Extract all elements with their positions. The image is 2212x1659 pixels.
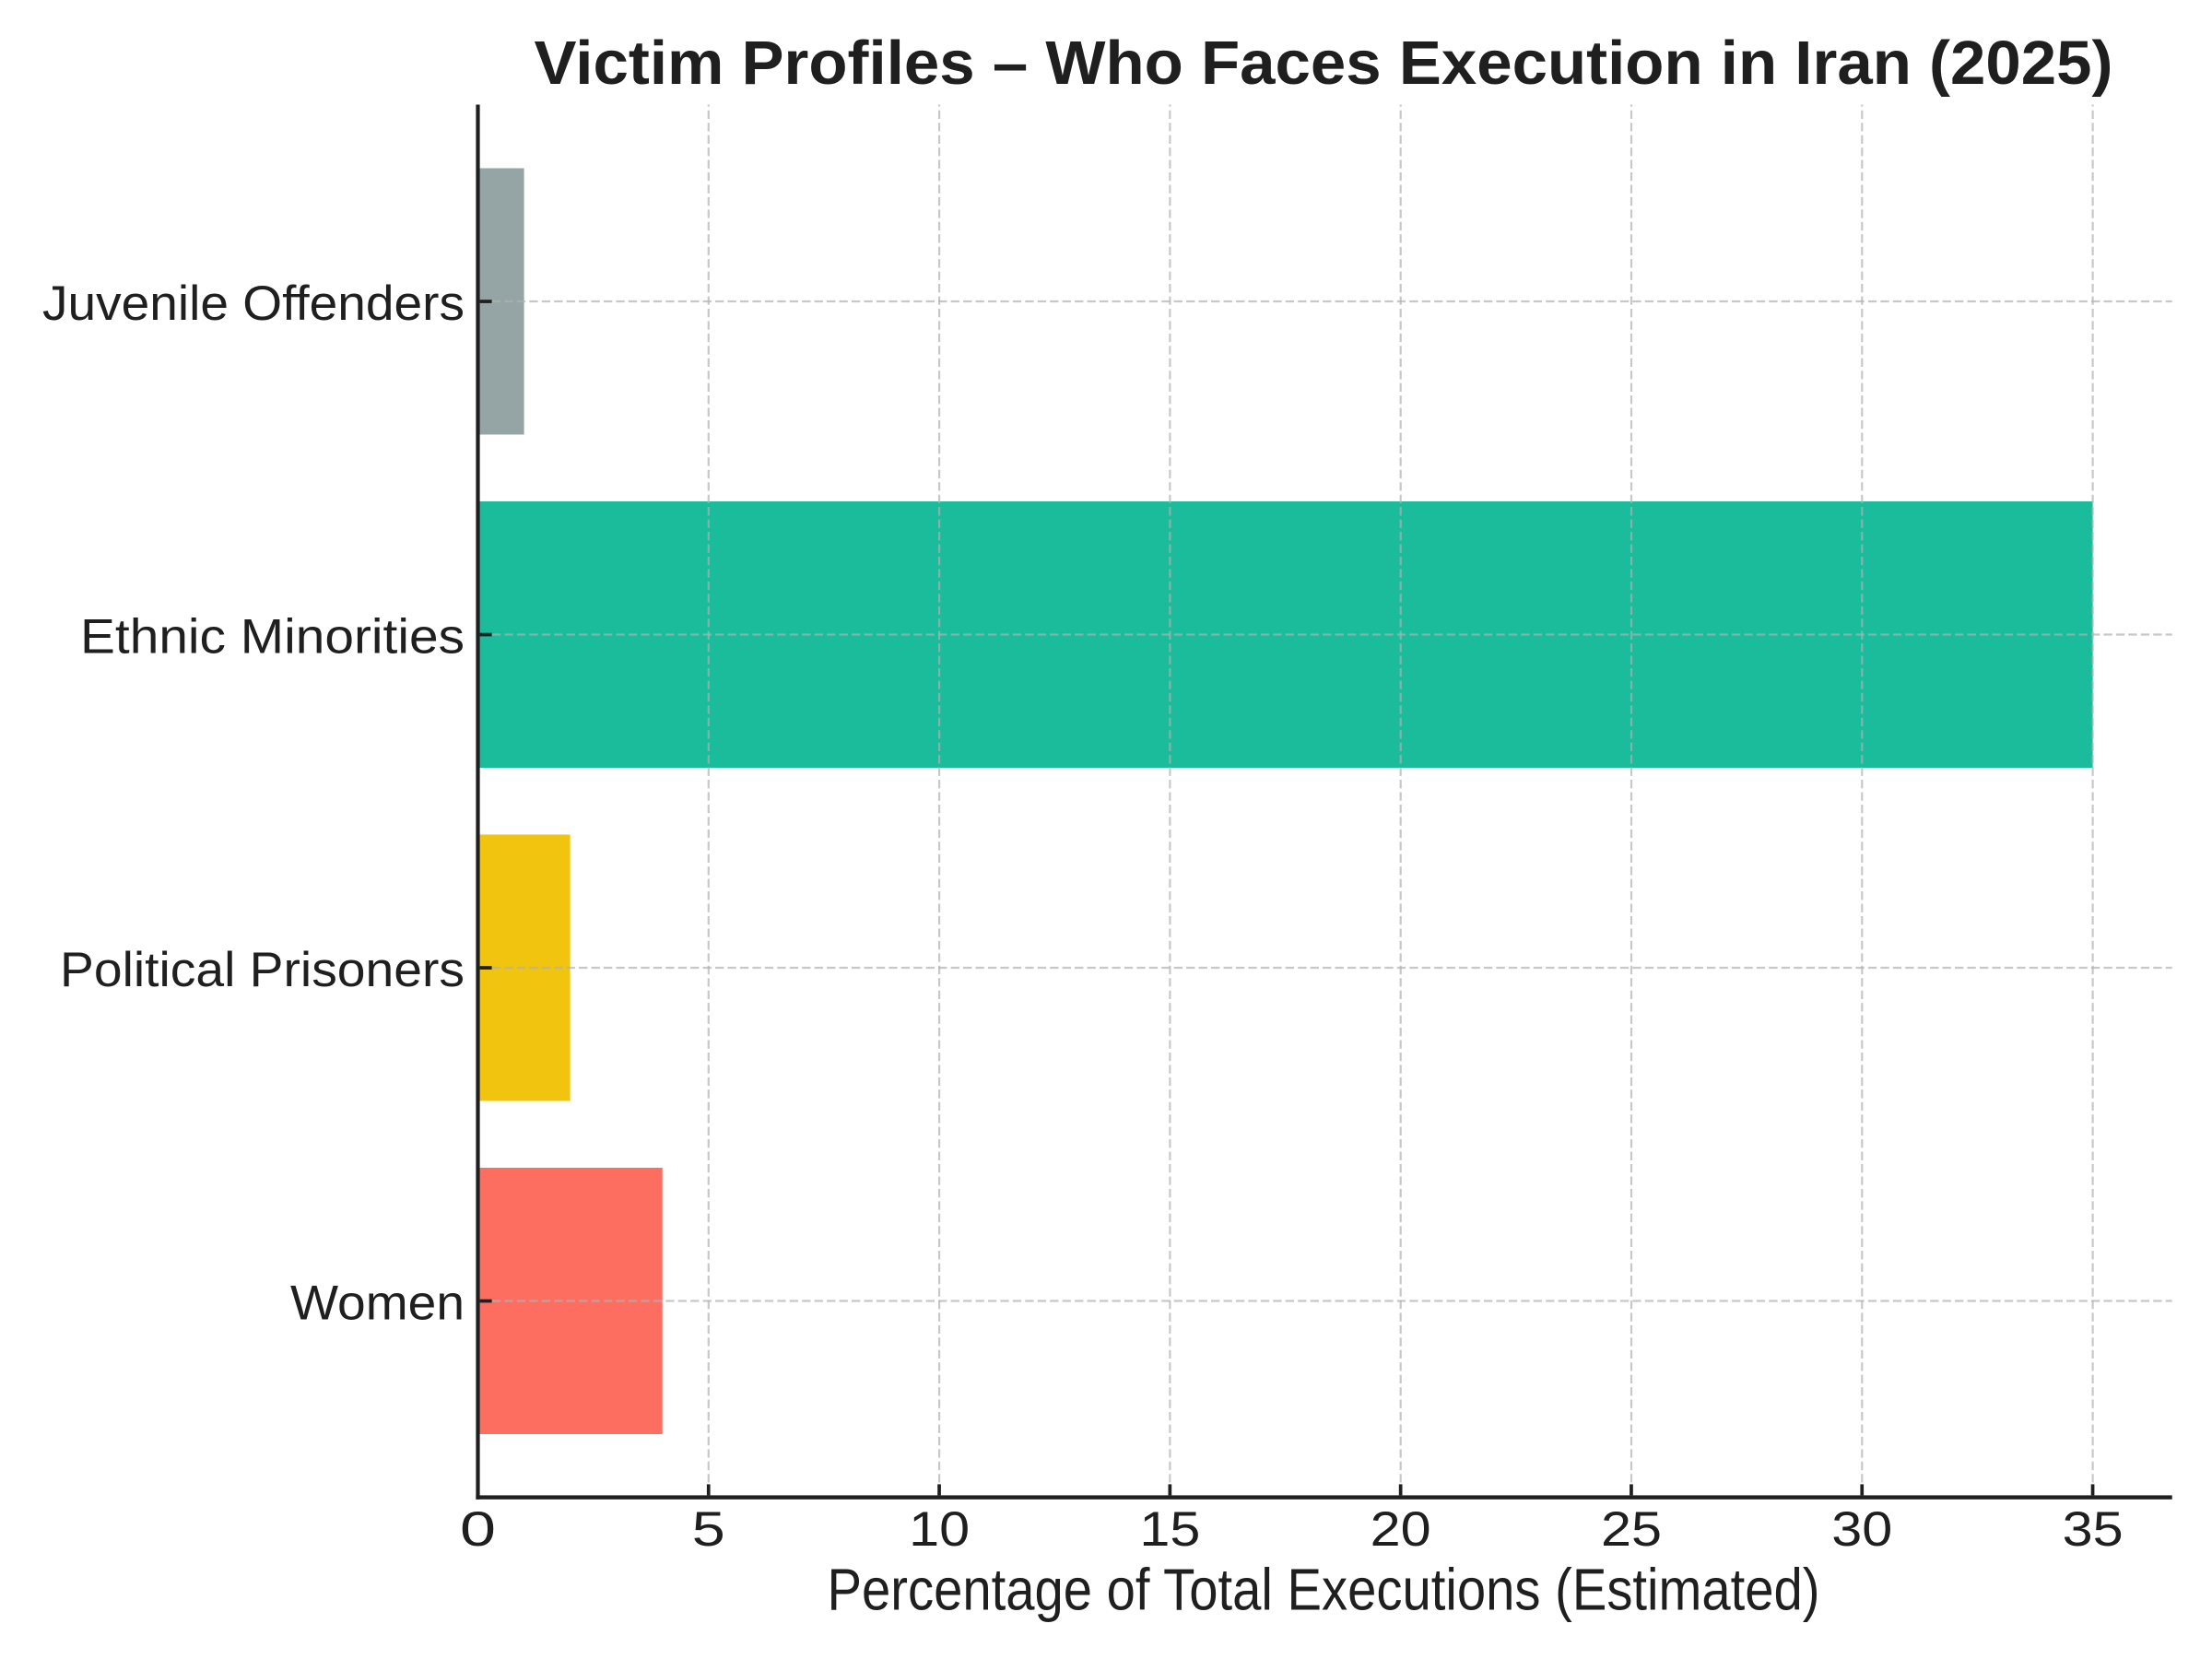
svg-text:Victim Profiles – Who Faces Ex: Victim Profiles – Who Faces Execution in…	[535, 29, 2113, 98]
svg-text:Political Prisoners: Political Prisoners	[60, 943, 465, 997]
svg-text:Women: Women	[290, 1276, 465, 1330]
svg-text:Juvenile Offenders: Juvenile Offenders	[42, 276, 465, 331]
svg-text:Ethnic Minorities: Ethnic Minorities	[80, 609, 465, 664]
svg-text:Percentage of Total Executions: Percentage of Total Executions (Estimate…	[828, 1556, 1820, 1622]
svg-text:0: 0	[460, 1502, 496, 1557]
svg-text:25: 25	[1601, 1502, 1662, 1557]
svg-text:30: 30	[1831, 1502, 1892, 1557]
svg-text:20: 20	[1371, 1502, 1431, 1557]
svg-text:10: 10	[909, 1502, 970, 1557]
svg-text:5: 5	[692, 1502, 725, 1557]
svg-text:15: 15	[1139, 1502, 1200, 1557]
svg-text:35: 35	[2063, 1502, 2124, 1557]
